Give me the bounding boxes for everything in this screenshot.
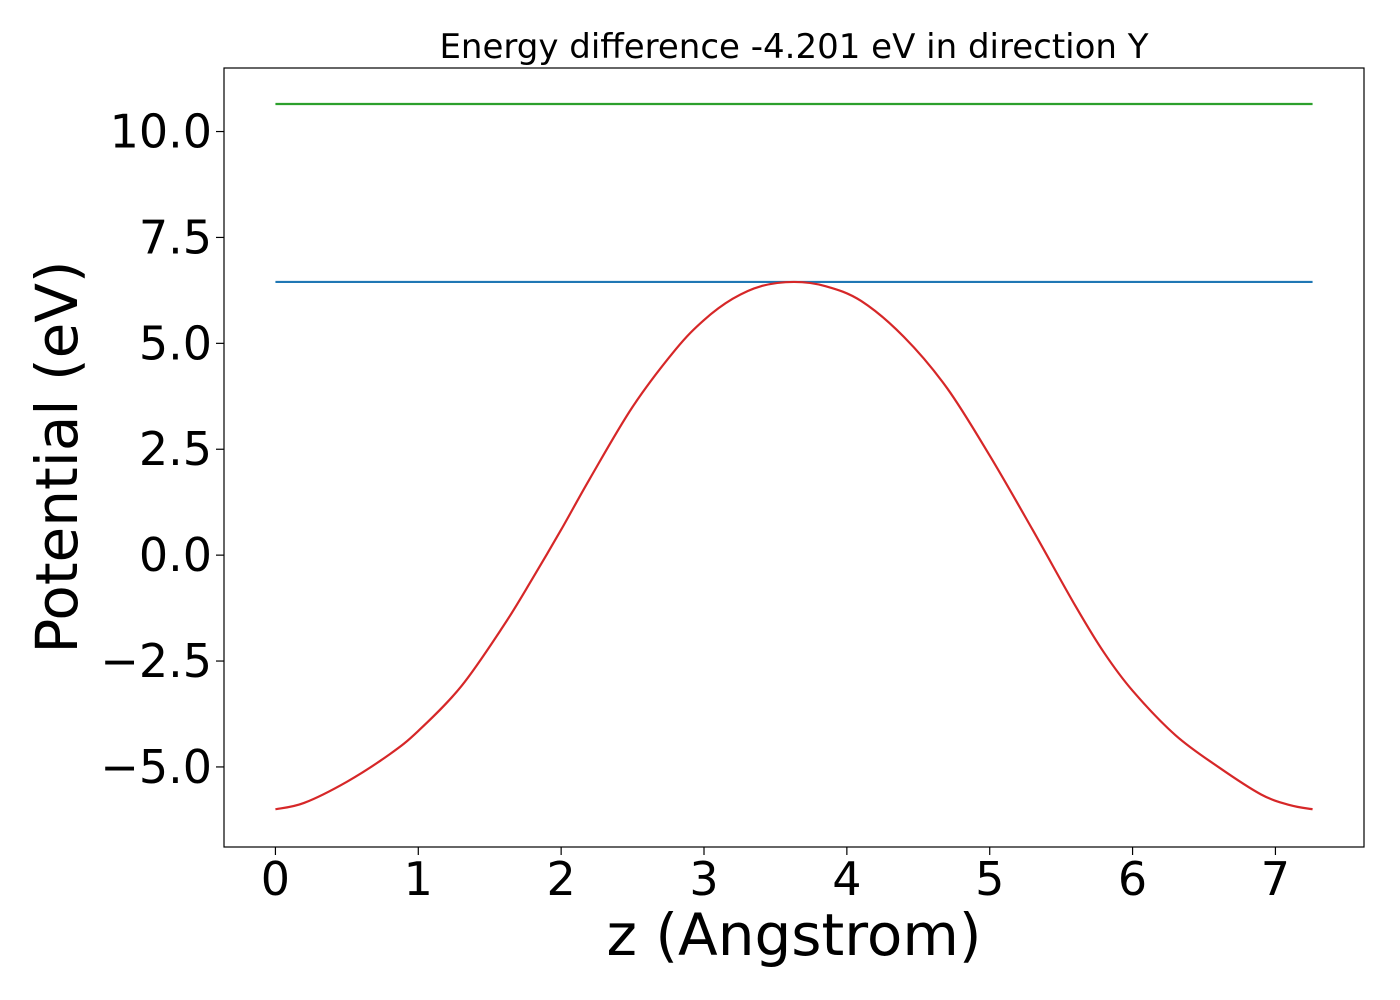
x-axis-label: z (Angstrom) <box>607 901 982 969</box>
y-axis-ticks: −5.0 −2.5 0.0 2.5 5.0 7.5 10.0 <box>100 105 224 794</box>
chart-title: Energy difference -4.201 eV in direction… <box>439 27 1148 67</box>
y-axis-label: Potential (eV) <box>23 260 91 653</box>
y-tick-label: −5.0 <box>100 740 212 794</box>
x-tick-label: 5 <box>975 852 1004 906</box>
series-layer <box>275 102 1313 811</box>
y-tick-label: 7.5 <box>139 210 212 264</box>
y-tick-label: 0.0 <box>139 528 212 582</box>
series-line-3 <box>275 280 1313 811</box>
x-tick-label: 1 <box>404 852 433 906</box>
x-tick-label: 0 <box>261 852 290 906</box>
y-tick-label: 2.5 <box>139 422 212 476</box>
x-axis-ticks: 0 1 2 3 4 5 6 7 <box>261 847 1290 906</box>
y-tick-label: 5.0 <box>139 316 212 370</box>
y-tick-label: 10.0 <box>110 105 212 159</box>
x-tick-label: 6 <box>1118 852 1147 906</box>
x-tick-label: 2 <box>547 852 576 906</box>
y-tick-label: −2.5 <box>100 634 212 688</box>
plot-area-frame <box>223 67 1365 848</box>
x-tick-label: 3 <box>689 852 718 906</box>
x-tick-label: 7 <box>1261 852 1290 906</box>
x-tick-label: 4 <box>832 852 861 906</box>
